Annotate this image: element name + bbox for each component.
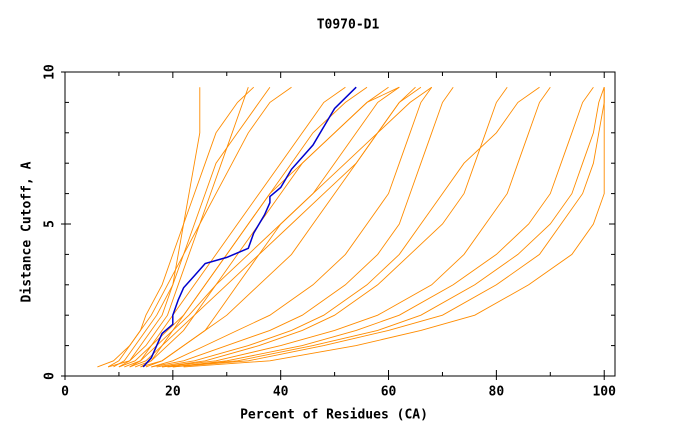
- series-line: [107, 86, 255, 368]
- x-tick-label: 40: [273, 385, 289, 400]
- plot-frame: [64, 71, 616, 377]
- series-line: [118, 87, 201, 368]
- x-tick-label: 20: [165, 385, 181, 400]
- x-tick-label: 0: [61, 385, 69, 400]
- x-tick-label: 100: [592, 385, 616, 400]
- series-line: [107, 87, 249, 368]
- series-line: [162, 86, 551, 368]
- x-tick-label: 80: [489, 385, 505, 400]
- series-line: [162, 86, 508, 368]
- series-line: [156, 86, 540, 368]
- series-line: [140, 86, 400, 368]
- series-line: [183, 87, 605, 368]
- series-line: [142, 86, 357, 368]
- y-axis-label: Distance Cutoff, A: [20, 161, 35, 302]
- series-line: [167, 87, 605, 368]
- chart-title: T0970-D1: [317, 18, 380, 33]
- y-tick-label: 0: [43, 372, 58, 380]
- y-tick-label: 5: [43, 220, 58, 228]
- series-line: [151, 86, 433, 368]
- series-line: [172, 86, 594, 368]
- series-line: [118, 86, 400, 368]
- x-axis-label: Percent of Residues (CA): [240, 408, 428, 423]
- series-line: [151, 86, 454, 368]
- series-line: [172, 87, 605, 368]
- series-line: [97, 86, 292, 368]
- y-tick-label: 10: [43, 64, 58, 80]
- x-tick-label: 60: [381, 385, 397, 400]
